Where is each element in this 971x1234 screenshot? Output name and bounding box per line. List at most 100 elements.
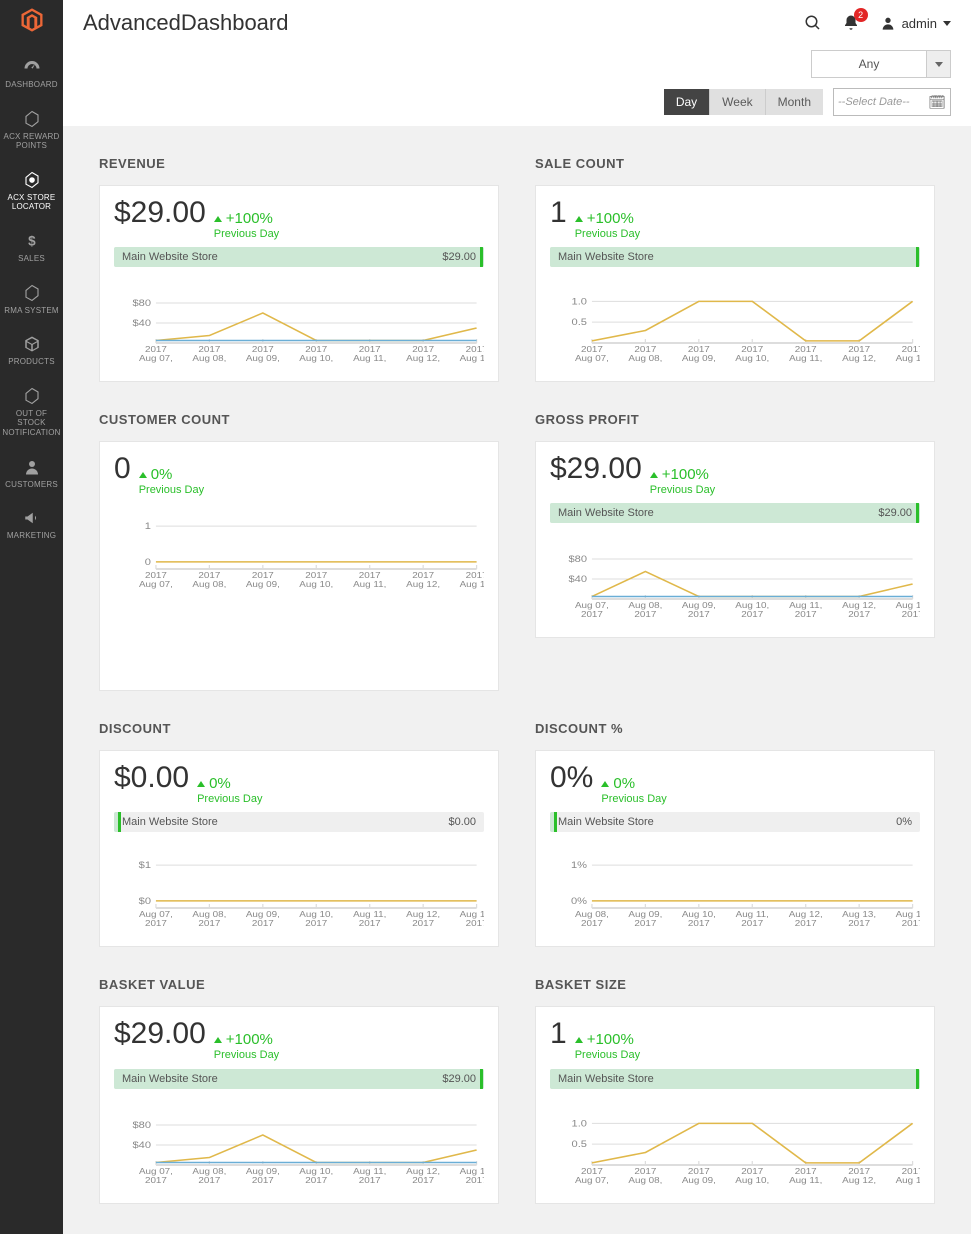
- svg-text:Aug 08,: Aug 08,: [192, 910, 226, 919]
- metric-value: 1: [550, 1017, 567, 1051]
- card-title: SALE COUNT: [535, 156, 935, 171]
- sidebar-item-customers[interactable]: CUSTOMERS: [0, 448, 63, 500]
- dollar-icon: $: [23, 232, 41, 250]
- period-btn-month[interactable]: Month: [766, 89, 823, 115]
- card-title: CUSTOMER COUNT: [99, 412, 499, 427]
- sidebar-item-marketing[interactable]: MARKETING: [0, 499, 63, 551]
- svg-text:$80: $80: [132, 299, 151, 309]
- arrow-up-icon: [139, 472, 147, 478]
- user-menu[interactable]: admin: [880, 15, 951, 31]
- svg-text:2017: 2017: [412, 919, 434, 928]
- svg-text:Aug 09,: Aug 09,: [682, 354, 716, 363]
- notifications-button[interactable]: 2: [842, 14, 860, 32]
- caret-down-icon: [943, 21, 951, 26]
- period-btn-day[interactable]: Day: [664, 89, 710, 115]
- svg-text:Aug 08,: Aug 08,: [192, 1166, 226, 1175]
- svg-text:0.5: 0.5: [572, 318, 588, 328]
- svg-text:2017: 2017: [145, 345, 167, 354]
- svg-text:2017: 2017: [252, 345, 274, 354]
- sidebar-item-label: ACX STORE LOCATOR: [2, 193, 61, 212]
- svg-text:2017: 2017: [634, 1166, 656, 1175]
- svg-text:2017: 2017: [359, 571, 381, 580]
- trend-pct: +100%: [587, 210, 634, 228]
- trend-pct: 0%: [613, 775, 635, 793]
- svg-text:1.0: 1.0: [572, 297, 588, 307]
- svg-text:Aug 12,: Aug 12,: [406, 580, 440, 589]
- sidebar-item-acx-reward-points[interactable]: ACX REWARD POINTS: [0, 100, 63, 161]
- trend-label: Previous Day: [575, 228, 640, 241]
- sidebar-item-products[interactable]: PRODUCTS: [0, 325, 63, 377]
- store-bar-label: Main Website Store: [114, 816, 218, 828]
- arrow-up-icon: [214, 1037, 222, 1043]
- svg-text:2017: 2017: [305, 571, 327, 580]
- trend-pct: 0%: [209, 775, 231, 793]
- card-body: 00%Previous Day102017Aug 07,2017Aug 08,2…: [99, 441, 499, 691]
- svg-text:2017: 2017: [581, 610, 603, 619]
- trend: 0%Previous Day: [197, 775, 262, 806]
- svg-text:Aug 07,: Aug 07,: [575, 601, 609, 610]
- svg-text:Aug 11,: Aug 11,: [789, 1175, 822, 1184]
- store-selector-toggle[interactable]: [926, 51, 950, 77]
- svg-text:2017: 2017: [145, 919, 167, 928]
- date-input[interactable]: --Select Date-- 🗓: [833, 88, 951, 116]
- sidebar-item-label: SALES: [18, 254, 45, 264]
- svg-text:Aug 13,: Aug 13,: [896, 1175, 920, 1184]
- store-bar: Main Website Store$29.00: [550, 503, 920, 523]
- svg-text:2017: 2017: [902, 1166, 920, 1175]
- search-icon[interactable]: [804, 14, 822, 32]
- svg-text:Aug 11,: Aug 11,: [353, 354, 386, 363]
- svg-text:Aug 10,: Aug 10,: [299, 354, 333, 363]
- trend-pct: +100%: [662, 466, 709, 484]
- svg-text:0: 0: [145, 558, 152, 568]
- svg-text:Aug 12,: Aug 12,: [406, 354, 440, 363]
- svg-text:Aug 10,: Aug 10,: [735, 601, 769, 610]
- trend-label: Previous Day: [214, 1049, 279, 1062]
- metric-value: $29.00: [114, 196, 206, 230]
- metric-value: $29.00: [550, 452, 642, 486]
- svg-text:2017: 2017: [848, 345, 870, 354]
- sidebar: DASHBOARDACX REWARD POINTS ACX STORE LOCA…: [0, 0, 63, 1234]
- trend-label: Previous Day: [575, 1049, 640, 1062]
- svg-text:$40: $40: [132, 1140, 151, 1150]
- card-sale-count: SALE COUNT1+100%Previous DayMain Website…: [535, 156, 935, 382]
- svg-text:Aug 08,: Aug 08,: [192, 354, 226, 363]
- notification-badge: 2: [854, 8, 868, 22]
- svg-text:2017: 2017: [466, 571, 484, 580]
- svg-text:2017: 2017: [198, 571, 220, 580]
- date-placeholder: --Select Date--: [838, 96, 910, 108]
- chart: $80$402017Aug 07,2017Aug 08,2017Aug 09,2…: [100, 277, 498, 381]
- sidebar-item-out-of-stock-notification[interactable]: OUT OF STOCK NOTIFICATION: [0, 377, 63, 448]
- store-bar-value: $0.00: [448, 816, 484, 828]
- svg-text:Aug 14,: Aug 14,: [896, 910, 920, 919]
- sidebar-item-acx-store-locator[interactable]: ACX STORE LOCATOR: [0, 161, 63, 222]
- sidebar-item-dashboard[interactable]: DASHBOARD: [0, 48, 63, 100]
- card-title: BASKET VALUE: [99, 977, 499, 992]
- arrow-up-icon: [214, 216, 222, 222]
- period-btn-week[interactable]: Week: [710, 89, 765, 115]
- card-body: 0%0%Previous DayMain Website Store0%1%0%…: [535, 750, 935, 947]
- svg-text:2017: 2017: [412, 1175, 434, 1184]
- svg-text:2017: 2017: [305, 345, 327, 354]
- sidebar-item-sales[interactable]: $ SALES: [0, 222, 63, 274]
- svg-text:Aug 10,: Aug 10,: [735, 354, 769, 363]
- svg-text:Aug 11,: Aug 11,: [789, 601, 822, 610]
- trend-label: Previous Day: [197, 793, 262, 806]
- svg-text:2017: 2017: [305, 1175, 327, 1184]
- trend-label: Previous Day: [139, 484, 204, 497]
- svg-text:2017: 2017: [359, 1175, 381, 1184]
- chart: $1$0Aug 07,2017Aug 08,2017Aug 09,2017Aug…: [100, 842, 498, 946]
- svg-text:$1: $1: [139, 861, 152, 871]
- svg-text:Aug 10,: Aug 10,: [299, 910, 333, 919]
- svg-text:2017: 2017: [466, 1175, 484, 1184]
- svg-text:Aug 12,: Aug 12,: [406, 910, 440, 919]
- svg-text:0%: 0%: [571, 897, 587, 907]
- sidebar-item-rma-system[interactable]: RMA SYSTEM: [0, 274, 63, 326]
- svg-text:2017: 2017: [252, 571, 274, 580]
- svg-text:1.0: 1.0: [572, 1119, 588, 1129]
- magento-logo[interactable]: [0, 0, 63, 40]
- content-area: REVENUE$29.00+100%Previous DayMain Websi…: [63, 126, 971, 1234]
- svg-text:Aug 08,: Aug 08,: [628, 601, 662, 610]
- sidebar-item-label: OUT OF STOCK NOTIFICATION: [2, 409, 61, 438]
- store-selector[interactable]: Any: [811, 50, 951, 78]
- trend-label: Previous Day: [601, 793, 666, 806]
